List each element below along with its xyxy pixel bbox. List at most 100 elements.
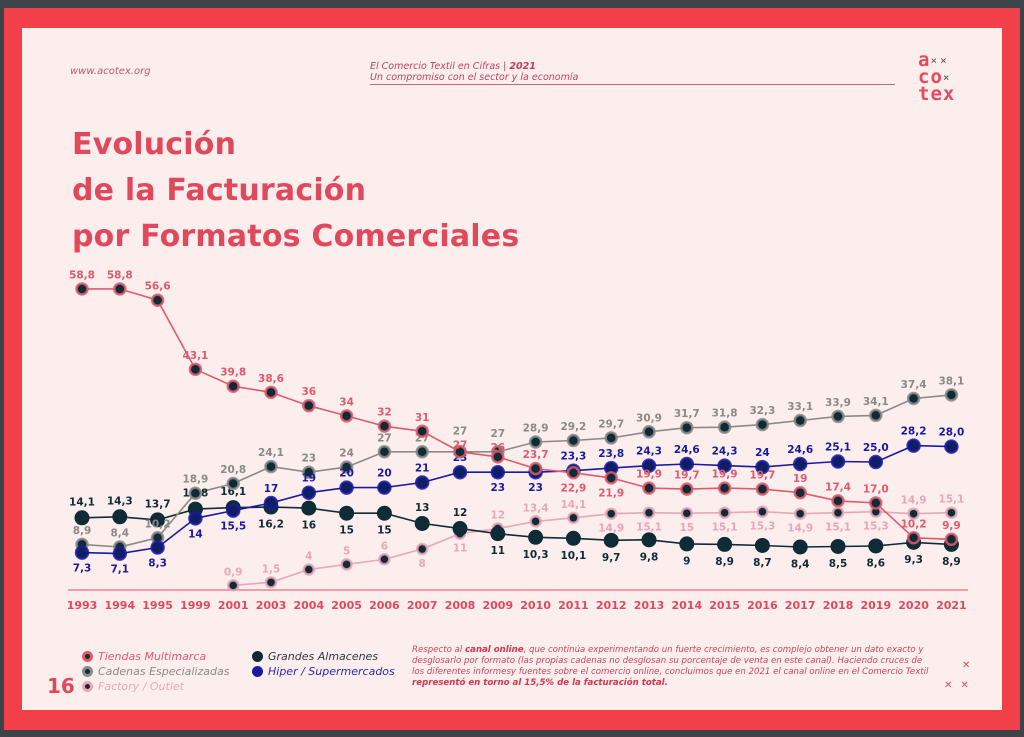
data-point-tiendas bbox=[377, 419, 392, 433]
data-label-hiper: 24,6 bbox=[674, 444, 700, 456]
data-point-tiendas bbox=[339, 409, 354, 423]
publication-subtitle: Un compromiso con el sector y la economí… bbox=[370, 72, 579, 83]
data-label-hiper: 28,0 bbox=[938, 427, 964, 439]
data-label-tiendas: 58,8 bbox=[107, 269, 133, 281]
series-line-hiper bbox=[81, 444, 952, 555]
data-point-factory bbox=[567, 511, 580, 525]
x-tick-label: 2005 bbox=[331, 599, 362, 612]
data-label-grandes: 16,2 bbox=[258, 519, 284, 531]
data-point-grandes bbox=[112, 509, 128, 525]
legend-label-factory: Factory / Outlet bbox=[98, 680, 184, 693]
data-point-grandes bbox=[754, 537, 770, 553]
x-tick-label: 2010 bbox=[520, 599, 551, 612]
data-label-hiper: 24,3 bbox=[712, 446, 738, 458]
data-label-hiper: 20 bbox=[377, 468, 392, 480]
data-label-tiendas: 21,9 bbox=[598, 487, 624, 499]
data-label-tiendas: 39,8 bbox=[220, 367, 246, 379]
data-label-tiendas: 32 bbox=[377, 407, 392, 419]
x-tick-label: 2021 bbox=[936, 599, 967, 612]
data-point-cadenas bbox=[226, 476, 240, 491]
data-point-tiendas bbox=[226, 379, 240, 393]
x-tick-label: 1993 bbox=[67, 599, 98, 612]
data-label-tiendas: 31 bbox=[415, 412, 430, 424]
legend-item-hiper: Hiper / Supermercados bbox=[252, 664, 395, 679]
data-point-factory bbox=[945, 506, 958, 519]
data-label-grandes: 16,1 bbox=[220, 486, 246, 498]
data-point-tiendas bbox=[566, 466, 581, 480]
data-label-tiendas: 19 bbox=[793, 473, 808, 485]
x-tick-label: 2018 bbox=[823, 599, 854, 612]
data-label-hiper: 14 bbox=[188, 528, 203, 540]
data-label-tiendas: 22,9 bbox=[560, 482, 586, 494]
data-point-tiendas bbox=[717, 481, 732, 495]
data-point-factory bbox=[415, 542, 429, 556]
data-point-cadenas bbox=[188, 486, 203, 500]
x-tick-label: 2020 bbox=[898, 599, 929, 612]
data-label-hiper: 23,3 bbox=[560, 451, 586, 463]
data-point-cadenas bbox=[944, 388, 959, 402]
data-point-grandes bbox=[603, 532, 619, 548]
data-label-cadenas: 24 bbox=[339, 448, 354, 460]
data-point-cadenas bbox=[264, 459, 278, 474]
data-label-cadenas: 33,1 bbox=[787, 401, 813, 413]
online-channel-note: Respecto al canal online, que continúa e… bbox=[412, 645, 932, 689]
legend-label-hiper: Hiper / Supermercados bbox=[268, 665, 395, 678]
data-point-tiendas bbox=[755, 482, 770, 496]
data-point-grandes bbox=[565, 530, 581, 546]
header-separator: | bbox=[503, 61, 507, 72]
data-point-tiendas bbox=[642, 481, 656, 495]
data-point-tiendas bbox=[604, 471, 618, 485]
data-label-hiper: 25,1 bbox=[825, 441, 851, 453]
data-point-grandes bbox=[717, 536, 733, 552]
data-point-hiper bbox=[717, 458, 732, 473]
x-tick-label: 2004 bbox=[293, 599, 324, 612]
data-point-hiper bbox=[679, 456, 695, 472]
data-point-cadenas bbox=[566, 433, 581, 448]
data-label-factory: 14,1 bbox=[560, 499, 586, 511]
data-point-cadenas bbox=[717, 420, 732, 434]
data-point-tiendas bbox=[906, 531, 921, 545]
decorative-cross-icon: ✕ bbox=[962, 660, 979, 671]
data-point-cadenas bbox=[642, 425, 656, 439]
series-line-factory bbox=[233, 510, 952, 587]
legend-marker-cadenas bbox=[82, 666, 93, 677]
x-tick-label: 2012 bbox=[596, 599, 627, 612]
note-body: , que continúa experimentando un fuerte … bbox=[412, 645, 929, 677]
website-url[interactable]: www.acotex.org bbox=[70, 66, 151, 77]
publication-year: 2021 bbox=[509, 61, 536, 72]
data-point-grandes bbox=[490, 526, 506, 542]
data-point-hiper bbox=[225, 503, 241, 518]
x-tick-label: 1995 bbox=[142, 599, 173, 612]
data-label-tiendas: 38,6 bbox=[258, 373, 284, 385]
legend-marker-tiendas bbox=[82, 651, 93, 662]
data-label-grandes: 9,8 bbox=[640, 551, 659, 563]
data-label-cadenas: 29,2 bbox=[560, 421, 586, 433]
data-point-tiendas bbox=[680, 482, 694, 496]
data-label-hiper: 20 bbox=[339, 468, 354, 480]
data-label-cadenas: 31,7 bbox=[674, 408, 700, 420]
data-label-cadenas: 8,4 bbox=[110, 527, 129, 539]
data-label-tiendas: 19,9 bbox=[636, 469, 662, 481]
data-label-grandes: 13 bbox=[415, 502, 430, 514]
x-tick-label: 2017 bbox=[785, 599, 816, 612]
publication-header: El Comercio Textil en Cifras | 2021 Un c… bbox=[370, 61, 578, 83]
data-point-cadenas bbox=[377, 445, 392, 459]
data-label-tiendas: 43,1 bbox=[182, 350, 208, 362]
data-point-hiper bbox=[490, 464, 506, 480]
data-label-grandes: 12 bbox=[453, 507, 468, 519]
data-point-grandes bbox=[414, 515, 430, 531]
data-label-cadenas: 38,1 bbox=[938, 375, 964, 387]
data-point-factory bbox=[680, 506, 694, 520]
data-label-grandes: 10,3 bbox=[523, 549, 549, 561]
data-point-cadenas bbox=[755, 417, 770, 432]
data-label-tiendas: 9,9 bbox=[942, 520, 961, 532]
data-label-tiendas: 34 bbox=[339, 396, 354, 408]
data-label-hiper: 19 bbox=[301, 473, 316, 485]
data-point-factory bbox=[793, 507, 807, 520]
data-point-hiper bbox=[906, 438, 921, 453]
data-point-hiper bbox=[112, 546, 128, 561]
note-bold-conclusion: representó en torno al 15,5% de la factu… bbox=[412, 678, 668, 688]
data-point-hiper bbox=[944, 439, 959, 454]
data-point-factory bbox=[642, 506, 656, 519]
